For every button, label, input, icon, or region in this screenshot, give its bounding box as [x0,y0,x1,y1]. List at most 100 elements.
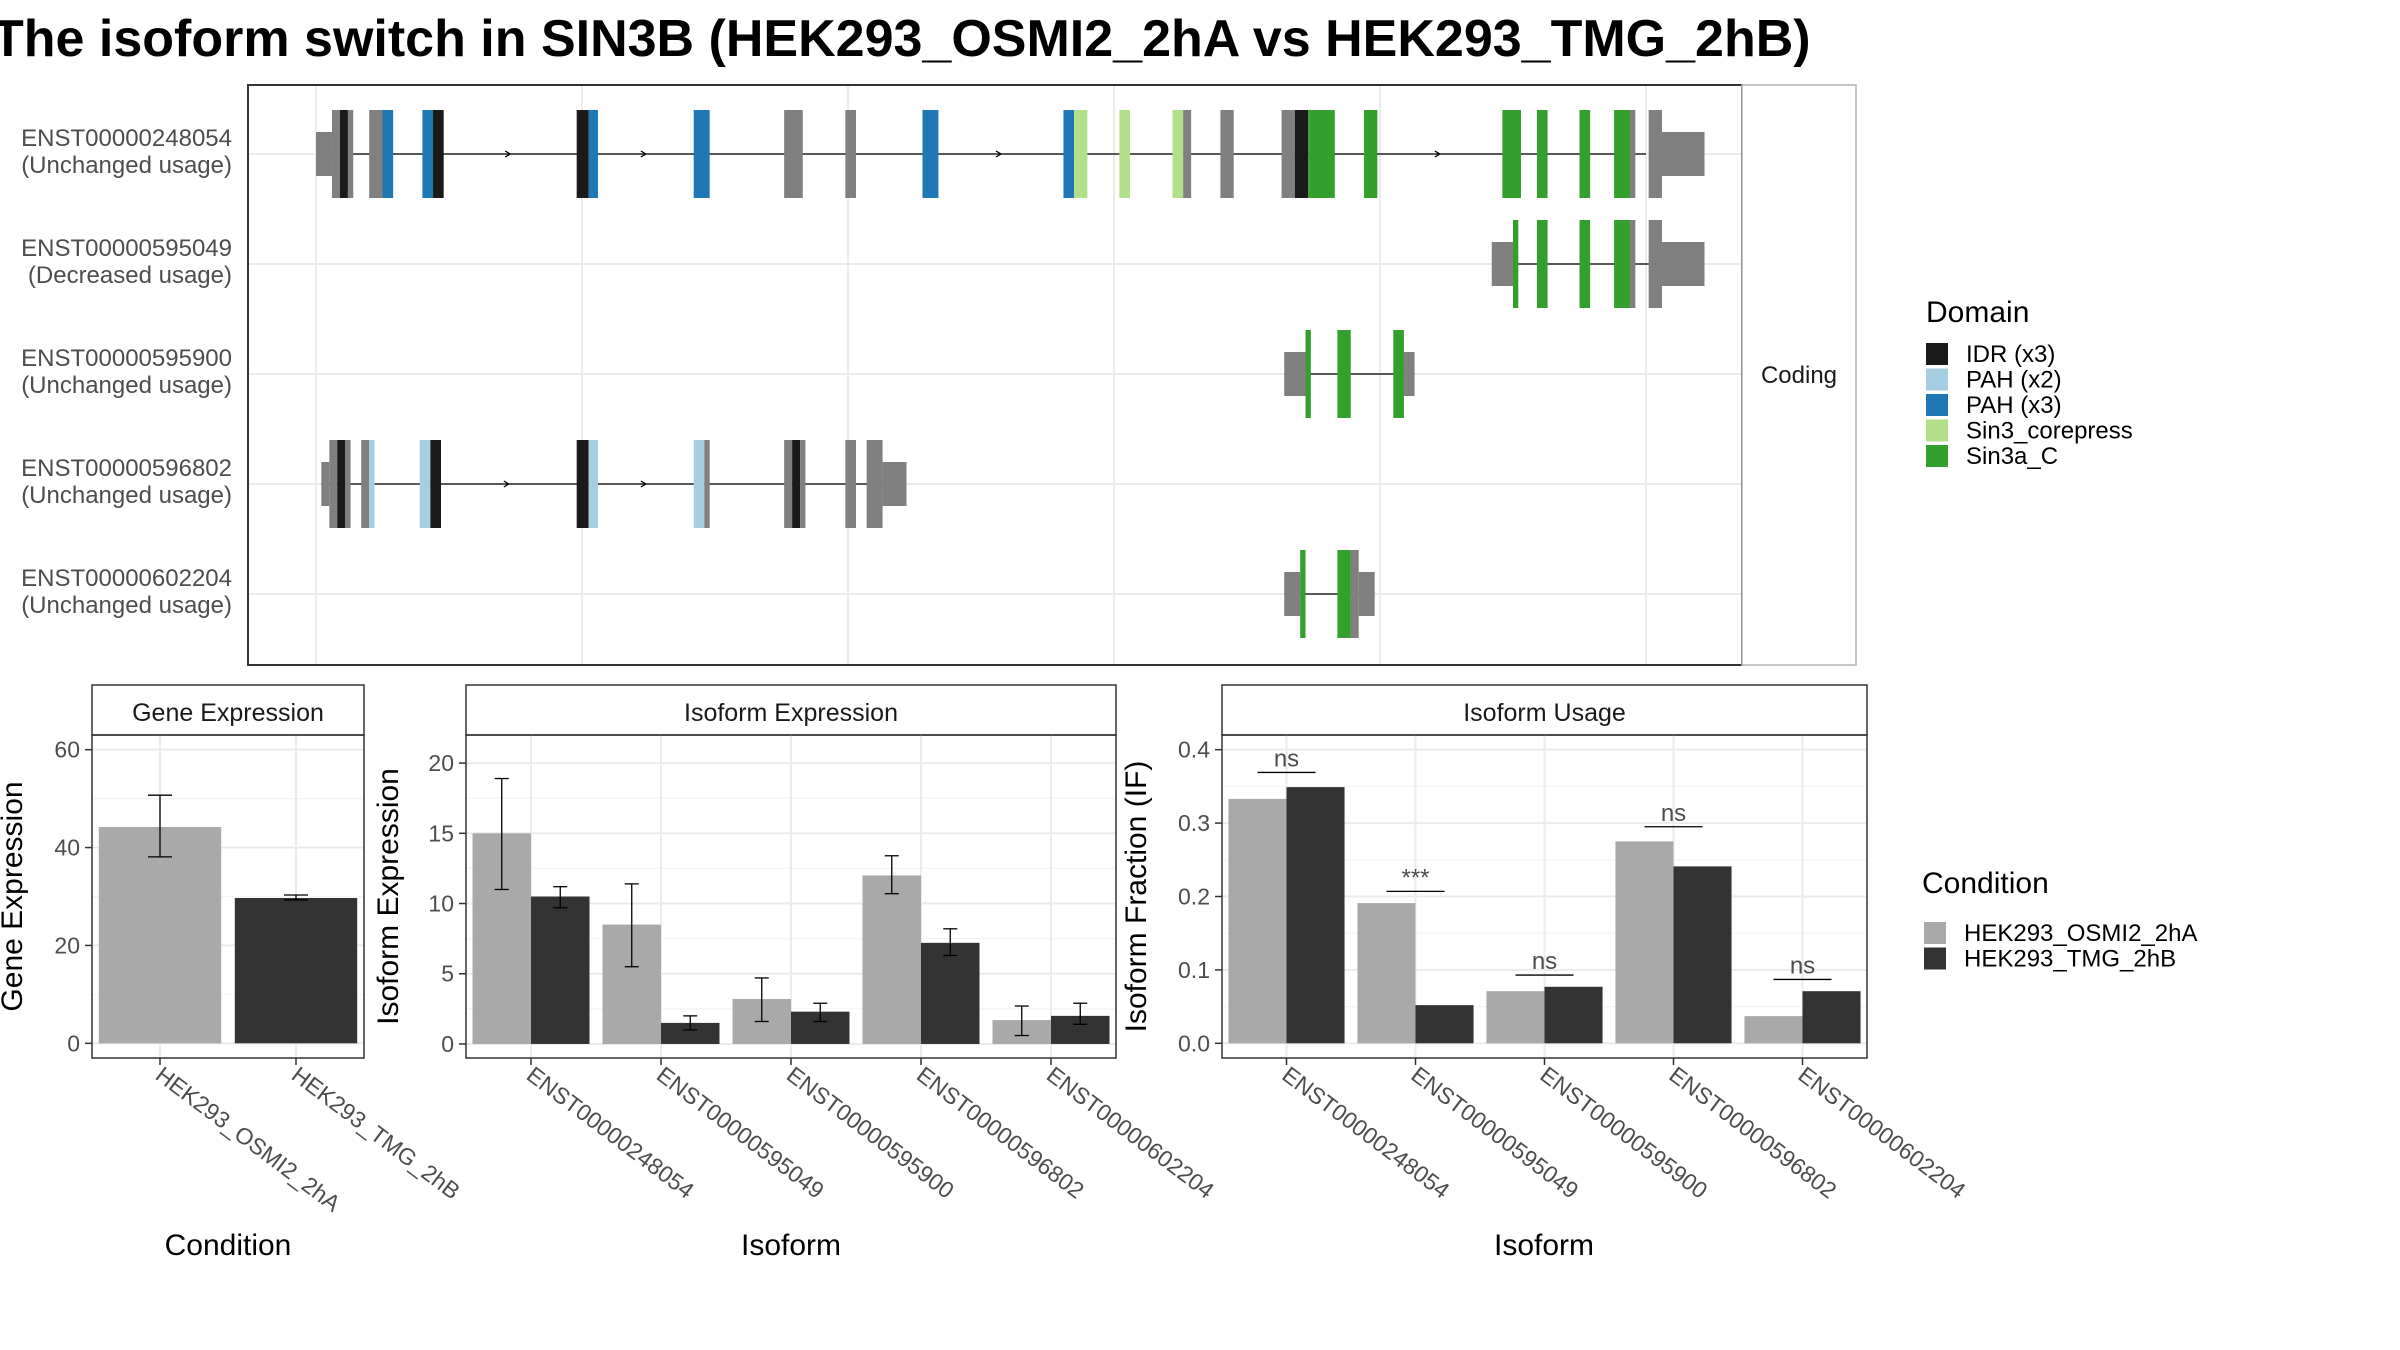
error-bar-s1-1 [683,1015,698,1031]
exon-block-21 [1294,110,1309,198]
domain-legend: Domain IDR (x3)PAH (x2)PAH (x3)Sin3_core… [1926,296,2133,470]
exon-block-19 [1220,110,1234,198]
bar-0 [98,827,222,1044]
exon-block-23 [1364,110,1378,198]
exon-block-1 [1305,330,1311,418]
exon-block-5 [1630,220,1636,308]
exon-block-10 [693,110,710,198]
exon-block-15 [1074,110,1088,198]
utr-block-30 [1661,132,1705,176]
x-axis-title: Condition [165,1229,292,1262]
exon-block-12 [784,440,793,528]
facet-label-coding: Coding [1761,362,1837,389]
exon-block-14 [800,440,806,528]
exon-block-7 [430,440,442,528]
intron-arrow [640,480,648,488]
significance-label-1: *** [1401,864,1429,891]
bar-s1-1 [661,1022,720,1044]
error-bar-0 [148,794,172,858]
domain-legend-label: PAH (x2) [1966,367,2062,394]
exon-block-22 [1308,110,1335,198]
exon-block-1 [1300,550,1306,638]
significance-label-3: ns [1661,800,1686,827]
significance-label-4: ns [1790,952,1815,979]
domain-swatch-1 [1926,368,1948,391]
exon-block-26 [1579,110,1591,198]
exon-block-3 [347,110,354,198]
facet-strip-coding [1741,84,1857,666]
transcript-usage-label: (Decreased usage) [28,262,232,289]
exon-block-6 [422,110,434,198]
bar-s0-4 [1744,1016,1803,1044]
exon-block-12 [845,110,856,198]
panel-strip-title: Isoform Usage [1463,699,1626,727]
exon-block-9 [588,440,598,528]
utr-block-7 [1661,242,1705,286]
transcript-ENST00000595900 [1284,330,1415,418]
exon-block-16 [1119,110,1130,198]
bar-s0-3 [862,875,921,1044]
exon-block-4 [369,110,383,198]
condition-legend-label: HEK293_TMG_2hB [1964,946,2176,973]
y-tick-label: 0.0 [1178,1030,1210,1056]
exon-block-11 [784,110,803,198]
exon-block-2 [337,440,346,528]
y-axis-title: Isoform Fraction (IF) [1120,761,1153,1033]
exon-block-29 [1648,110,1662,198]
bar-s1-1 [1415,1005,1474,1044]
transcript-id-label: ENST00000602204 [21,565,232,592]
y-tick-label: 0 [441,1031,454,1057]
significance-label-2: ns [1532,948,1557,975]
transcript-usage-label: (Unchanged usage) [21,372,232,399]
panel-strip-title: Isoform Expression [684,699,898,727]
exon-block-20 [1281,110,1295,198]
domain-legend-title: Domain [1926,296,2029,329]
bar-s1-3 [1673,866,1732,1044]
bar-s0-2 [1486,991,1545,1044]
utr-block-0 [1491,242,1513,286]
error-bar-s0-1 [624,883,639,968]
error-bar-s1-0 [553,886,568,909]
exon-block-3 [1393,330,1404,418]
exon-block-24 [1502,110,1521,198]
error-bar-1 [284,894,308,901]
transcript-ENST00000602204 [1284,550,1375,638]
significance-label-0: ns [1274,745,1299,772]
bar-s0-1 [1357,903,1416,1044]
bar-1 [234,897,358,1044]
panel-strip [91,684,365,736]
x-axis-title: Isoform [741,1229,841,1262]
exon-block-9 [588,110,598,198]
y-tick-label: 20 [54,932,80,958]
y-axis-title: Gene Expression [0,781,29,1011]
error-bar-s1-4 [1073,1002,1088,1025]
domain-swatch-4 [1926,445,1948,467]
exon-block-4 [1614,220,1631,308]
transcript-ENST00000595049 [1491,220,1705,308]
domain-swatch-0 [1926,343,1948,365]
exon-block-25 [1536,110,1548,198]
transcript-usage-label: (Unchanged usage) [21,482,232,509]
domain-swatch-3 [1926,419,1948,442]
bar-s1-0 [1286,787,1345,1044]
bar-s1-0 [531,896,590,1044]
condition-swatch-0 [1924,922,1946,944]
domain-legend-label: IDR (x3) [1966,341,2055,368]
y-tick-label: 20 [428,750,454,776]
exon-block-14 [1063,110,1075,198]
structure-transcripts [316,110,1705,638]
condition-legend-title: Condition [1922,867,2049,900]
y-tick-label: 60 [54,737,80,763]
exon-block-18 [1183,110,1192,198]
intron-arrow [503,480,511,488]
y-tick-label: 10 [428,891,454,917]
domain-legend-label: PAH (x3) [1966,392,2062,419]
panel-strip-title: Gene Expression [132,699,324,727]
exon-block-10 [693,440,705,528]
y-tick-label: 5 [441,961,454,987]
error-bar-s1-3 [943,928,958,957]
utr-block-0 [316,132,332,176]
exon-block-3 [1579,220,1591,308]
bar-s0-3 [1615,841,1674,1044]
